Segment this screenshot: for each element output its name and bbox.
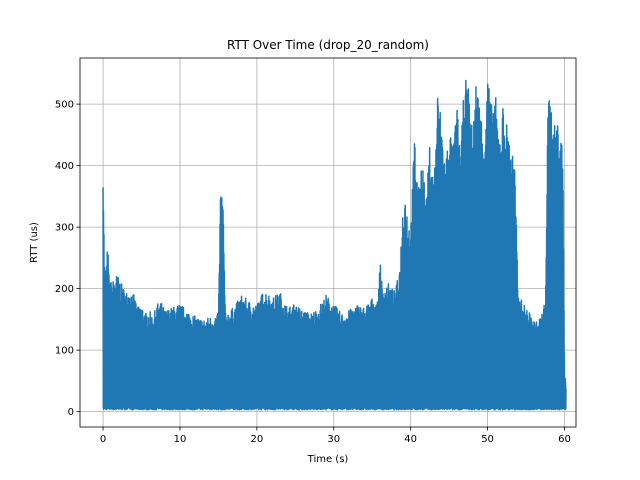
- y-tick-label: 500: [55, 100, 74, 111]
- x-tick-label: 50: [481, 434, 494, 445]
- x-tick-label: 20: [251, 434, 264, 445]
- x-tick-label: 30: [327, 434, 340, 445]
- rtt-series-line: [102, 79, 567, 411]
- x-axis-label: Time (s): [307, 454, 349, 465]
- axes-frame: [79, 57, 577, 428]
- x-tick-label: 0: [100, 434, 106, 445]
- y-tick-label: 400: [55, 161, 74, 172]
- y-tick-label: 100: [55, 346, 74, 357]
- y-tick-label: 300: [55, 223, 74, 234]
- y-axis-label: RTT (us): [29, 222, 40, 263]
- ticks: 0 10 20 30 40 50 60 0 100 200 300 400 500: [55, 100, 571, 445]
- x-tick-label: 10: [174, 434, 187, 445]
- x-tick-label: 40: [404, 434, 417, 445]
- y-tick-label: 200: [55, 284, 74, 295]
- x-tick-label: 60: [558, 434, 571, 445]
- chart-title: RTT Over Time (drop_20_random): [227, 38, 429, 52]
- series-layer: [102, 79, 567, 411]
- y-tick-label: 0: [68, 407, 74, 418]
